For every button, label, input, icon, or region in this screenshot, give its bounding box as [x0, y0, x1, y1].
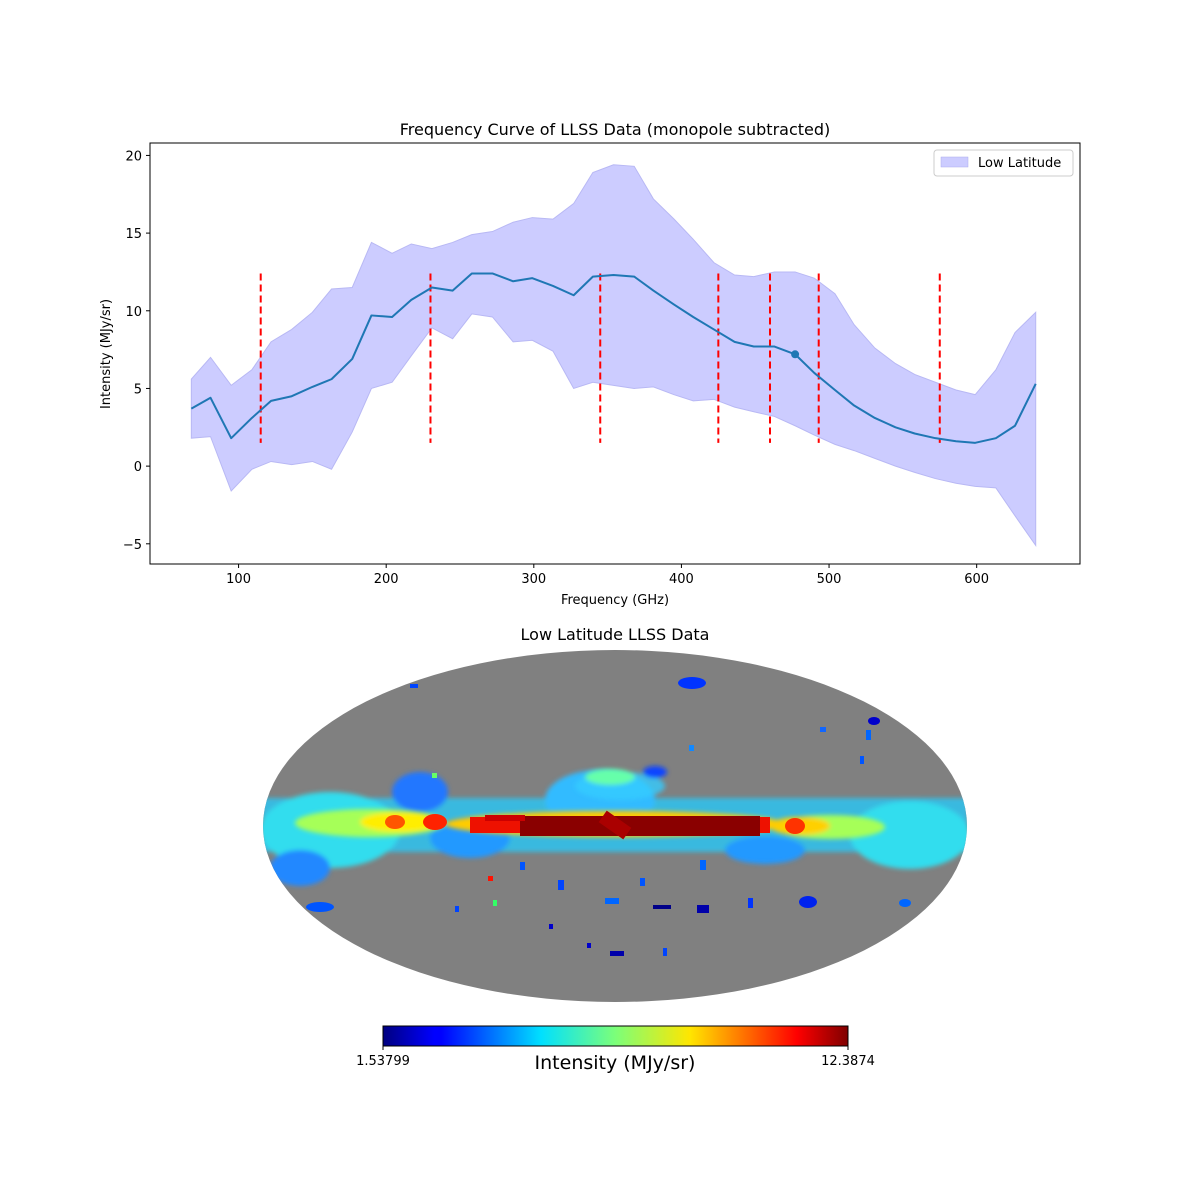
x-tick-label: 300 [521, 572, 546, 587]
colorbar-min-label: 1.53799 [356, 1054, 410, 1069]
x-axis-label: Frequency (GHz) [561, 593, 669, 608]
y-tick-label: −5 [123, 538, 142, 553]
y-tick-label: 10 [125, 305, 142, 320]
plane-core [385, 810, 805, 840]
low-latitude-band [190, 164, 1037, 547]
y-axis-ticks: −5 0 5 10 15 20 [123, 149, 150, 553]
scattered-patches [306, 677, 911, 956]
colorbar: 1.53799 12.3874 Intensity (MJy/sr) [356, 1025, 875, 1074]
series-layer [190, 272, 1037, 444]
galactic-plane-emission [263, 677, 967, 956]
legend-label: Low Latitude [978, 156, 1061, 171]
y-axis-label: Intensity (MJy/sr) [99, 299, 114, 409]
colorbar-max-label: 12.3874 [821, 1054, 875, 1069]
mollweide-map: Low Latitude LLSS Data [263, 625, 967, 1074]
x-axis-ticks: 100 200 300 400 500 600 [226, 564, 989, 587]
colorbar-label: Intensity (MJy/sr) [535, 1052, 696, 1074]
chart-title: Frequency Curve of LLSS Data (monopole s… [400, 120, 831, 139]
map-title: Low Latitude LLSS Data [521, 625, 710, 644]
legend-band-swatch [940, 156, 969, 168]
legend-box [933, 149, 1074, 177]
x-tick-label: 600 [964, 572, 989, 587]
vlines-layer [259, 273, 941, 443]
y-tick-label: 20 [125, 149, 142, 164]
x-tick-label: 400 [669, 572, 694, 587]
colorbar-gradient [382, 1025, 849, 1047]
mean-intensity-line [190, 272, 1037, 444]
central-bubble [575, 766, 667, 800]
y-tick-label: 0 [134, 460, 142, 475]
y-tick-label: 15 [125, 227, 142, 242]
legend: Low Latitude [933, 149, 1074, 177]
frequency-curve-chart: Frequency Curve of LLSS Data (monopole s… [99, 120, 1081, 608]
x-tick-label: 500 [817, 572, 842, 587]
x-tick-label: 200 [374, 572, 399, 587]
y-tick-label: 5 [134, 382, 142, 397]
plot-frame [149, 142, 1081, 565]
x-tick-label: 100 [226, 572, 251, 587]
band-layer [190, 164, 1037, 547]
highlight-point [791, 350, 800, 359]
